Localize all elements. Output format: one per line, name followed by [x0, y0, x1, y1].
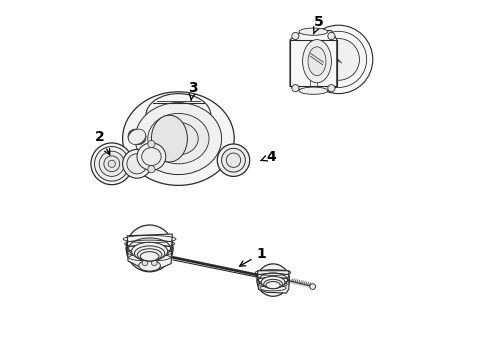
Ellipse shape: [318, 39, 360, 80]
Ellipse shape: [226, 153, 241, 167]
Ellipse shape: [264, 279, 282, 289]
Ellipse shape: [127, 154, 147, 174]
Circle shape: [328, 32, 335, 40]
Circle shape: [292, 85, 299, 92]
Ellipse shape: [104, 156, 120, 172]
Ellipse shape: [108, 160, 116, 167]
Circle shape: [142, 260, 148, 266]
Ellipse shape: [304, 25, 373, 94]
Ellipse shape: [257, 264, 289, 296]
Ellipse shape: [128, 129, 146, 144]
Text: 2: 2: [95, 130, 110, 155]
Ellipse shape: [137, 143, 166, 170]
Ellipse shape: [134, 246, 165, 261]
Ellipse shape: [299, 87, 328, 94]
Circle shape: [151, 260, 157, 266]
Ellipse shape: [311, 31, 367, 87]
Ellipse shape: [159, 122, 198, 155]
Text: 1: 1: [240, 247, 266, 266]
Ellipse shape: [129, 238, 171, 259]
Ellipse shape: [146, 94, 211, 137]
Polygon shape: [127, 234, 172, 268]
Ellipse shape: [299, 28, 328, 35]
Ellipse shape: [122, 92, 234, 185]
Ellipse shape: [142, 148, 161, 166]
Ellipse shape: [303, 40, 331, 83]
Ellipse shape: [308, 47, 326, 76]
Circle shape: [328, 85, 335, 92]
Ellipse shape: [128, 130, 146, 144]
Text: 5: 5: [314, 15, 324, 34]
Ellipse shape: [259, 273, 288, 287]
Ellipse shape: [140, 252, 159, 261]
Ellipse shape: [221, 148, 245, 172]
Ellipse shape: [128, 129, 146, 144]
Text: 4: 4: [261, 150, 276, 163]
Circle shape: [292, 32, 299, 40]
Text: 3: 3: [188, 81, 197, 101]
Ellipse shape: [135, 103, 221, 175]
Ellipse shape: [148, 113, 209, 164]
Ellipse shape: [137, 249, 162, 261]
Ellipse shape: [99, 151, 124, 176]
Ellipse shape: [139, 260, 160, 271]
Ellipse shape: [261, 276, 285, 288]
Ellipse shape: [95, 147, 129, 181]
Ellipse shape: [132, 242, 168, 260]
Ellipse shape: [91, 143, 133, 185]
Ellipse shape: [266, 282, 280, 289]
Ellipse shape: [128, 130, 146, 144]
Ellipse shape: [151, 115, 187, 162]
Ellipse shape: [122, 149, 151, 178]
Ellipse shape: [126, 225, 173, 272]
Polygon shape: [290, 31, 337, 91]
Circle shape: [148, 140, 155, 148]
Ellipse shape: [217, 144, 250, 176]
Circle shape: [148, 166, 155, 173]
Circle shape: [310, 284, 316, 289]
Polygon shape: [258, 271, 289, 293]
